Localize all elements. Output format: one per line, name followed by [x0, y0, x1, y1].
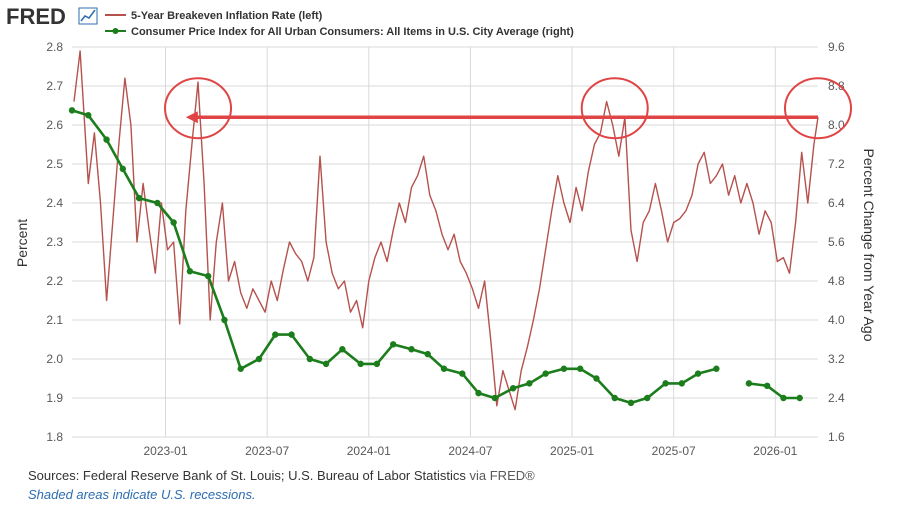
right-tick-label: 4.8	[828, 274, 845, 288]
left-tick-label: 2.6	[46, 118, 63, 132]
right-tick-label: 2.4	[828, 391, 845, 405]
cpi-point[interactable]	[424, 350, 431, 358]
cpi-point[interactable]	[154, 199, 161, 207]
cpi-point[interactable]	[627, 399, 635, 407]
left-tick-label: 2.0	[46, 352, 63, 366]
left-tick-label: 2.4	[46, 196, 63, 210]
sources-text: Sources: Federal Reserve Bank of St. Lou…	[28, 468, 466, 483]
right-tick-label: 8.8	[828, 79, 845, 93]
cpi-point[interactable]	[509, 385, 517, 392]
right-axis-title: Percent Change from Year Ago	[861, 148, 877, 341]
right-tick-label: 7.2	[828, 157, 845, 171]
cpi-point[interactable]	[713, 365, 720, 372]
x-tick-label: 2026-01	[753, 444, 797, 458]
left-axis-title: Percent	[14, 219, 30, 267]
x-axis: 2023-01 2023-07 2024-01 2024-07 2025-01 2025-…	[143, 444, 797, 458]
right-tick-label: 6.4	[828, 196, 845, 210]
x-tick-label: 2024-01	[347, 444, 391, 458]
right-axis: 1.6 2.4 3.2 4.0 4.8 5.6 6.4 7.2 8.0 8.8 9.6	[828, 40, 845, 444]
cpi-point[interactable]	[85, 112, 92, 119]
left-tick-label: 2.1	[46, 313, 63, 327]
cpi-point[interactable]	[288, 331, 295, 338]
cpi-point[interactable]	[389, 341, 397, 348]
x-tick-label: 2023-07	[245, 444, 289, 458]
cpi-point[interactable]	[373, 360, 381, 368]
left-tick-label: 2.5	[46, 157, 63, 171]
cpi-point[interactable]	[542, 370, 549, 377]
cpi-point[interactable]	[186, 268, 194, 275]
cpi-point[interactable]	[475, 389, 482, 397]
left-tick-label: 2.8	[46, 40, 63, 54]
cpi-point[interactable]	[694, 370, 702, 377]
right-tick-label: 9.6	[828, 40, 845, 54]
cpi-point[interactable]	[357, 360, 364, 368]
right-tick-label: 3.2	[828, 352, 845, 366]
left-axis: 1.8 1.9 2.0 2.1 2.2 2.3 2.4 2.5 2.6 2.7 2.8	[46, 40, 63, 444]
x-tick-label: 2025-07	[652, 444, 696, 458]
cpi-point[interactable]	[745, 380, 753, 387]
x-tick-label: 2023-01	[143, 444, 187, 458]
cpi-point[interactable]	[408, 346, 415, 353]
legend-breakeven-label: 5-Year Breakeven Inflation Rate (left)	[131, 10, 323, 22]
cpi-point[interactable]	[644, 394, 651, 402]
via-fred-link[interactable]: via FRED®	[469, 468, 535, 483]
cpi-point[interactable]	[593, 375, 600, 382]
x-tick-label: 2025-01	[550, 444, 594, 458]
cpi-point[interactable]	[119, 165, 127, 173]
left-tick-label: 2.3	[46, 235, 63, 249]
right-tick-label: 5.6	[828, 235, 845, 249]
annotation-circle	[164, 77, 233, 140]
right-tick-label: 8.0	[828, 118, 845, 132]
cpi-line[interactable]	[748, 382, 800, 400]
right-tick-label: 4.0	[828, 313, 845, 327]
cpi-point[interactable]	[780, 394, 787, 402]
cpi-point[interactable]	[103, 136, 110, 143]
footer: Sources: Federal Reserve Bank of St. Lou…	[28, 468, 868, 502]
cpi-point[interactable]	[763, 382, 771, 390]
legend-cpi-marker	[112, 28, 119, 34]
legend-cpi-label: Consumer Price Index for All Urban Consu…	[131, 26, 574, 38]
cpi-point[interactable]	[135, 194, 143, 202]
annotation-circle	[784, 77, 852, 140]
annotation-arrow-head	[185, 111, 198, 124]
left-tick-label: 1.9	[46, 391, 63, 405]
cpi-point[interactable]	[440, 365, 448, 372]
recession-note[interactable]: Shaded areas indicate U.S. recessions.	[28, 487, 256, 502]
cpi-point[interactable]	[459, 370, 466, 377]
cpi-point[interactable]	[255, 355, 263, 363]
chart-line-icon	[78, 7, 98, 25]
x-tick-label: 2024-07	[448, 444, 492, 458]
left-tick-label: 2.7	[46, 79, 63, 93]
cpi-point[interactable]	[272, 331, 279, 338]
fred-logo[interactable]: FRED	[6, 4, 66, 29]
cpi-point[interactable]	[68, 107, 76, 114]
cpi-point[interactable]	[491, 394, 499, 402]
annotation-circle	[580, 77, 649, 140]
cpi-point[interactable]	[237, 365, 244, 372]
cpi-point[interactable]	[678, 380, 686, 387]
cpi-point[interactable]	[611, 394, 618, 402]
cpi-point[interactable]	[662, 380, 669, 387]
cpi-point[interactable]	[306, 355, 314, 363]
cpi-point[interactable]	[796, 394, 803, 402]
cpi-point[interactable]	[576, 365, 584, 372]
left-tick-label: 1.8	[46, 430, 63, 444]
cpi-point[interactable]	[339, 346, 346, 353]
left-tick-label: 2.2	[46, 274, 63, 288]
cpi-point[interactable]	[322, 360, 330, 368]
cpi-point[interactable]	[526, 380, 533, 387]
cpi-point[interactable]	[204, 272, 212, 280]
cpi-point[interactable]	[170, 219, 177, 226]
annotations	[164, 77, 852, 140]
cpi-point[interactable]	[221, 316, 228, 324]
sources-line: Sources: Federal Reserve Bank of St. Lou…	[28, 468, 868, 483]
legend: 5-Year Breakeven Inflation Rate (left) C…	[105, 10, 574, 38]
cpi-point[interactable]	[560, 365, 568, 372]
right-tick-label: 1.6	[828, 430, 845, 444]
